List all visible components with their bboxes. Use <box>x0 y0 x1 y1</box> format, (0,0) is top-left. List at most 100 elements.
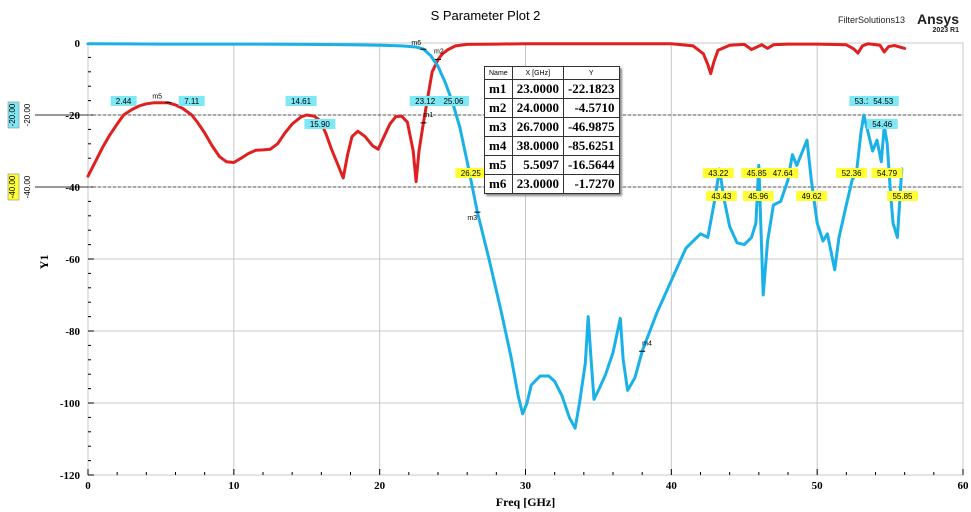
y-axis-label: Y1 <box>37 255 51 270</box>
crossing-label: 15.90 <box>310 120 331 129</box>
marker-name: m4 <box>484 136 513 156</box>
marker-row[interactable]: m4 38.0000 -85.6251 <box>484 136 620 156</box>
marker-x: 26.7000 <box>511 117 564 137</box>
header-x: X [GHz] <box>511 66 564 80</box>
x-tick-label: 50 <box>812 480 824 492</box>
reference-line-label-box <box>7 101 20 129</box>
x-tick-label: 60 <box>958 480 970 492</box>
crossing-label-box <box>836 168 868 178</box>
marker-row[interactable]: m3 26.7000 -46.9875 <box>484 117 620 137</box>
crossing-label: 43.22 <box>708 169 729 178</box>
x-tick-label: 10 <box>228 480 240 492</box>
x-tick-label: 0 <box>85 480 91 492</box>
marker-x: 23.0000 <box>511 79 564 99</box>
marker-y: -1.7270 <box>562 174 620 194</box>
crossing-label-box <box>702 168 734 178</box>
crossing-label-box <box>866 119 898 129</box>
crossing-label-box <box>285 96 317 106</box>
y-tick-label: -60 <box>65 254 80 266</box>
x-tick-label: 30 <box>520 480 532 492</box>
crossing-label-box <box>867 96 899 106</box>
marker-table[interactable]: Name X [GHz] Y m1 23.0000 -22.1823 m2 24.000… <box>484 66 620 194</box>
crossing-label: 2.44 <box>116 97 132 106</box>
reference-line-side-label: -40.00 <box>23 175 32 198</box>
y-tick-label: -20 <box>65 110 80 122</box>
crossing-label-box <box>178 96 205 106</box>
crossing-label-box <box>742 191 774 201</box>
crossing-label: 43.43 <box>711 192 732 201</box>
crossing-label-box <box>705 191 737 201</box>
marker-y: -46.9875 <box>562 117 620 137</box>
crossing-label-box <box>886 191 918 201</box>
marker-name: m6 <box>484 174 513 194</box>
series-line-1[interactable] <box>86 42 904 430</box>
brand-logo: Ansys <box>916 11 959 27</box>
marker-label: m1 <box>423 112 433 119</box>
marker-y: -4.5710 <box>562 98 620 118</box>
crossing-label-box <box>455 168 487 178</box>
marker-row[interactable]: m5 5.5097 -16.5644 <box>484 155 620 175</box>
marker-y: -85.6251 <box>562 136 620 156</box>
crossing-label: 52.36 <box>842 169 863 178</box>
x-tick-label: 40 <box>666 480 678 492</box>
marker-label: m6 <box>411 40 421 47</box>
crossing-label: 25.06 <box>443 97 464 106</box>
crossing-label: 23.12 <box>415 97 436 106</box>
crossing-label-box <box>871 168 903 178</box>
marker-name: m2 <box>484 98 513 118</box>
marker-label: m5 <box>152 94 162 101</box>
marker-row[interactable]: m6 23.0000 -1.7270 <box>484 174 620 194</box>
crossing-label: 54.53 <box>873 97 894 106</box>
reference-line-label: -40.00 <box>8 175 17 198</box>
y-tick-label: -120 <box>60 470 81 482</box>
y-tick-label: -100 <box>60 398 81 410</box>
marker-label: m3 <box>467 215 477 222</box>
crossing-label: 45.85 <box>747 169 768 178</box>
marker-x: 38.0000 <box>511 136 564 156</box>
marker-name: m1 <box>484 79 513 99</box>
marker-row[interactable]: m2 24.0000 -4.5710 <box>484 98 620 118</box>
crossing-label-box <box>741 168 773 178</box>
marker-label: m2 <box>434 48 444 55</box>
marker-x: 5.5097 <box>511 155 564 175</box>
reference-line-label-box <box>7 173 20 201</box>
reference-line-side-label: -20.00 <box>23 103 32 126</box>
marker-x: 23.0000 <box>511 174 564 194</box>
marker-label: m4 <box>642 340 652 347</box>
marker-table-header: Name X [GHz] Y <box>484 66 620 80</box>
x-tick-label: 20 <box>374 480 386 492</box>
crossing-label-box <box>304 119 336 129</box>
crossing-label-box <box>849 96 876 106</box>
crossing-label: 55.85 <box>892 192 913 201</box>
chart-title: S Parameter Plot 2 <box>430 8 541 23</box>
y-tick-label: -40 <box>65 182 80 194</box>
series-line-0[interactable] <box>86 42 907 184</box>
marker-name: m5 <box>484 155 513 175</box>
y-tick-label: 0 <box>75 38 81 50</box>
crossing-label-box <box>437 96 469 106</box>
crossing-label-box <box>796 191 828 201</box>
marker-x: 24.0000 <box>511 98 564 118</box>
crossing-label: 14.61 <box>291 97 312 106</box>
marker-y: -22.1823 <box>562 79 620 99</box>
crossing-label: 49.62 <box>802 192 823 201</box>
y-tick-label: -80 <box>65 326 80 338</box>
marker-row[interactable]: m1 23.0000 -22.1823 <box>484 79 620 99</box>
crossing-label: 54.46 <box>872 120 893 129</box>
x-axis-label: Freq [GHz] <box>496 495 555 509</box>
marker-name: m3 <box>484 117 513 137</box>
crossing-label-box <box>409 96 441 106</box>
crossing-label: 26.25 <box>461 169 482 178</box>
reference-line-label: -20.00 <box>8 103 17 126</box>
crossing-label: 54.79 <box>877 169 898 178</box>
crossing-label: 53.1 <box>855 97 871 106</box>
app-name: FilterSolutions13 <box>837 15 905 25</box>
header-y: Y <box>562 66 620 80</box>
crossing-label: 47.64 <box>773 169 794 178</box>
crossing-label: 45.96 <box>748 192 769 201</box>
crossing-label-box <box>767 168 799 178</box>
crossing-label-box <box>110 96 137 106</box>
header-name: Name <box>484 66 513 80</box>
crossing-label: 7.11 <box>184 97 200 106</box>
brand-version: 2023 R1 <box>932 27 959 34</box>
